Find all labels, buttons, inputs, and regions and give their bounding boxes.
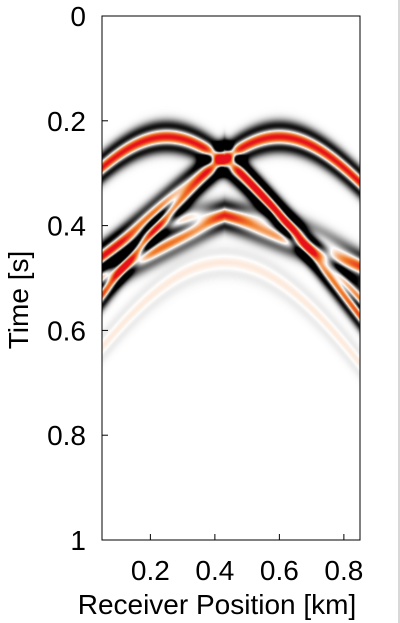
x-tick-label: 0.2 xyxy=(131,555,170,586)
y-tick-label: 0.2 xyxy=(47,106,86,137)
x-tick-label: 0.6 xyxy=(260,555,299,586)
seismic-image xyxy=(102,16,360,540)
y-tick-label: 0.6 xyxy=(47,315,86,346)
seismic-image-raster xyxy=(102,16,360,540)
x-axis: 0.2 0.4 0.6 0.8 xyxy=(131,534,363,586)
y-tick-label: 1 xyxy=(70,525,86,556)
y-tick-label: 0.8 xyxy=(47,420,86,451)
y-tick-label: 0.4 xyxy=(47,211,86,242)
x-tick-label: 0.4 xyxy=(195,555,234,586)
plot-frame xyxy=(101,15,361,541)
right-edge-line xyxy=(398,0,400,623)
y-tick-label: 0 xyxy=(70,1,86,32)
y-axis-label: Time [s] xyxy=(3,251,34,350)
y-axis: 0 0.2 0.4 0.6 0.8 1 xyxy=(47,1,108,556)
x-axis-label: Receiver Position [km] xyxy=(78,589,357,620)
x-tick-label: 0.8 xyxy=(324,555,363,586)
